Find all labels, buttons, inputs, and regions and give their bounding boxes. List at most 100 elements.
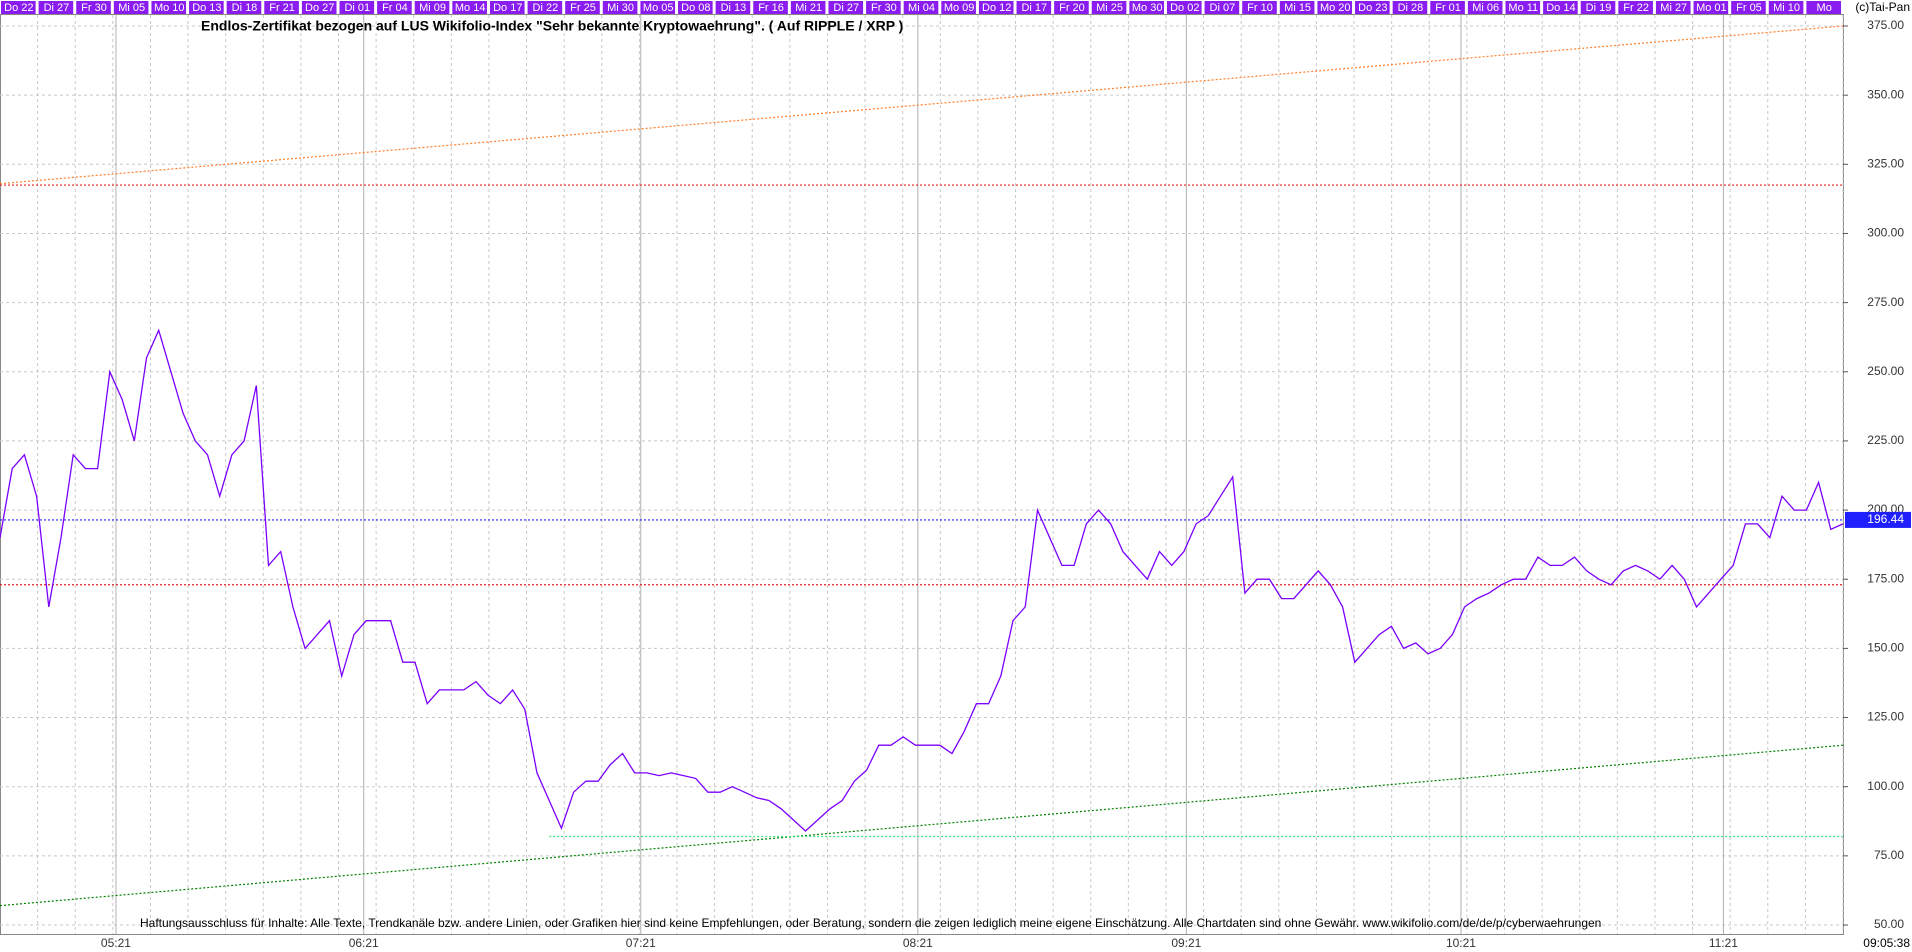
date-label: Mi 15 — [1284, 2, 1311, 14]
y-tick-label: 300.00 — [1867, 226, 1904, 240]
date-cell — [1467, 1, 1503, 14]
date-label: Fr 30 — [81, 2, 107, 14]
y-tick-label: 275.00 — [1867, 295, 1904, 309]
y-tick-label: 375.00 — [1867, 18, 1904, 32]
date-label: Mo 20 — [1320, 2, 1351, 14]
date-label: Do 13 — [192, 2, 221, 14]
date-label: Mo — [1817, 2, 1832, 14]
date-cell — [1768, 1, 1804, 14]
date-label: Di 18 — [232, 2, 258, 14]
date-label: Mi 30 — [607, 2, 634, 14]
date-label: Fr 05 — [1736, 2, 1762, 14]
x-tick-label: 05:21 — [101, 936, 131, 950]
date-cell — [1505, 1, 1541, 14]
date-cell — [189, 1, 224, 14]
y-tick-label: 75.00 — [1874, 848, 1904, 862]
date-cell — [1355, 1, 1390, 14]
date-label: Mo 10 — [154, 2, 185, 14]
date-cell — [226, 1, 262, 14]
date-label: Di 19 — [1586, 2, 1612, 14]
date-label: Mo 11 — [1508, 2, 1538, 14]
date-label: Mi 10 — [1773, 2, 1800, 14]
date-label: Di 17 — [1021, 2, 1047, 14]
date-cell — [1129, 1, 1164, 14]
date-label: Fr 01 — [1435, 2, 1461, 14]
x-tick-label: 11:21 — [1709, 936, 1738, 950]
date-label: Do 27 — [305, 2, 334, 14]
date-label: Fr 20 — [1059, 2, 1085, 14]
date-cell — [565, 1, 600, 14]
date-cell — [640, 1, 676, 14]
date-label: Di 13 — [721, 2, 747, 14]
date-label: Mo 14 — [455, 2, 486, 14]
date-cell — [489, 1, 525, 14]
date-label: Mi 25 — [1096, 2, 1123, 14]
date-label: Di 28 — [1398, 2, 1424, 14]
y-tick-label: 250.00 — [1867, 364, 1904, 378]
date-label: Fr 21 — [269, 2, 295, 14]
date-label: Do 02 — [1170, 2, 1199, 14]
date-label: Di 01 — [344, 2, 370, 14]
date-cell — [1618, 1, 1653, 14]
y-tick-label: 100.00 — [1867, 779, 1904, 793]
date-cell — [678, 1, 713, 14]
date-cell — [38, 1, 74, 14]
date-label: Mi 04 — [908, 2, 935, 14]
price-line — [0, 328, 1844, 832]
date-cell — [1543, 1, 1578, 14]
date-cell — [866, 1, 901, 14]
date-label: Fr 25 — [570, 2, 596, 14]
date-label: Mo 09 — [944, 2, 975, 14]
date-label: Di 07 — [1210, 2, 1236, 14]
disclaimer: Haftungsausschluss für Inhalte: Alle Tex… — [140, 916, 1601, 930]
price-label: 196.44 — [1867, 512, 1904, 526]
date-label: Mo 30 — [1132, 2, 1163, 14]
date-cell — [1204, 1, 1240, 14]
date-label: Mi 21 — [795, 2, 822, 14]
date-cell — [753, 1, 788, 14]
x-tick-label: 07:21 — [626, 936, 656, 950]
x-tick-label: 09:21 — [1171, 936, 1201, 950]
date-label: Do 08 — [681, 2, 710, 14]
date-label: Do 14 — [1546, 2, 1575, 14]
y-tick-label: 325.00 — [1867, 156, 1904, 170]
date-cell — [941, 1, 976, 14]
date-cell — [1655, 1, 1691, 14]
date-label: Do 17 — [493, 2, 522, 14]
date-cell — [1016, 1, 1052, 14]
timestamp: 09:05:38 — [1863, 936, 1910, 950]
y-tick-label: 350.00 — [1867, 87, 1904, 101]
y-tick-label: 125.00 — [1867, 710, 1904, 724]
x-tick-label: 06:21 — [349, 936, 379, 950]
date-cell — [1279, 1, 1315, 14]
y-tick-label: 150.00 — [1867, 641, 1904, 655]
y-tick-label: 50.00 — [1874, 917, 1904, 931]
date-label: Mi 09 — [419, 2, 446, 14]
date-cell — [602, 1, 638, 14]
date-label: Do 23 — [1358, 2, 1387, 14]
date-label: Mo 05 — [643, 2, 674, 14]
y-tick-label: 175.00 — [1867, 571, 1904, 585]
date-label: Do 22 — [4, 2, 33, 14]
date-label: Fr 16 — [758, 2, 784, 14]
date-label: Di 27 — [44, 2, 70, 14]
date-cell — [1392, 1, 1428, 14]
date-cell — [1091, 1, 1127, 14]
date-label: Mi 05 — [118, 2, 145, 14]
date-label: Mo 01 — [1696, 2, 1727, 14]
chart-title: Endlos-Zertifikat bezogen auf LUS Wikifo… — [201, 18, 903, 34]
date-label: Mi 27 — [1660, 2, 1687, 14]
copyright: (c)Tai-Pan — [1855, 0, 1910, 14]
x-tick-label: 08:21 — [903, 936, 933, 950]
date-cell — [1731, 1, 1766, 14]
date-cell — [790, 1, 826, 14]
x-tick-label: 10:21 — [1446, 936, 1476, 950]
date-cell — [527, 1, 563, 14]
date-label: Di 27 — [833, 2, 859, 14]
date-label: Fr 04 — [382, 2, 408, 14]
date-cell — [151, 1, 187, 14]
y-tick-label: 225.00 — [1867, 433, 1904, 447]
date-cell — [414, 1, 450, 14]
date-cell — [377, 1, 412, 14]
date-label: Fr 30 — [871, 2, 897, 14]
